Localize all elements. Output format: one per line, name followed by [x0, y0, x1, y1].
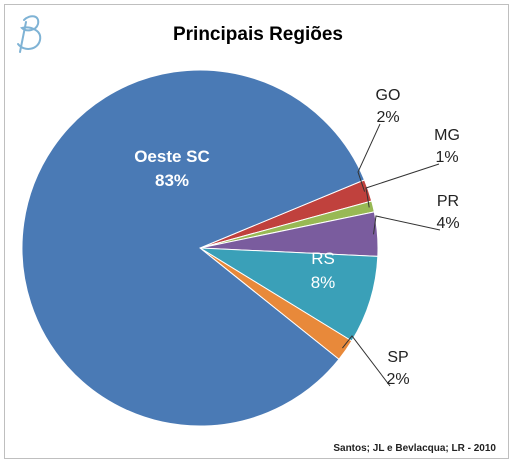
slice-value-go: 2% — [376, 109, 399, 126]
leader-line-sp — [342, 335, 391, 387]
slice-label-mg: MG — [434, 127, 460, 144]
slice-value-mg: 1% — [435, 149, 458, 166]
slice-rs — [199, 247, 379, 342]
leader-lines — [342, 123, 441, 387]
source-note: Santos; JL e Bevlacqua; LR - 2010 — [333, 443, 496, 454]
slice-label-oeste-sc: Oeste SC — [134, 147, 210, 166]
slice-label-pr: PR — [437, 193, 459, 210]
slice-label-sp: SP — [387, 349, 408, 366]
pie-slices — [21, 69, 379, 427]
script-b-logo-icon — [17, 15, 42, 53]
leader-line-mg — [365, 163, 440, 208]
leader-line-pr — [373, 215, 441, 235]
chart-title: Principais Regiões — [173, 24, 343, 45]
slice-label-rs: RS — [311, 249, 335, 268]
slice-value-rs: 8% — [311, 273, 336, 292]
slice-oeste-sc — [21, 69, 366, 427]
slice-value-sp: 2% — [386, 371, 409, 388]
slice-value-pr: 4% — [436, 215, 459, 232]
slice-labels: GO 2% MG 1% PR 4% RS 8% SP 2% Oeste SC 83% — [134, 87, 460, 388]
leader-line-go — [357, 123, 381, 192]
slice-label-go: GO — [376, 87, 401, 104]
slice-value-oeste-sc: 83% — [155, 171, 189, 190]
